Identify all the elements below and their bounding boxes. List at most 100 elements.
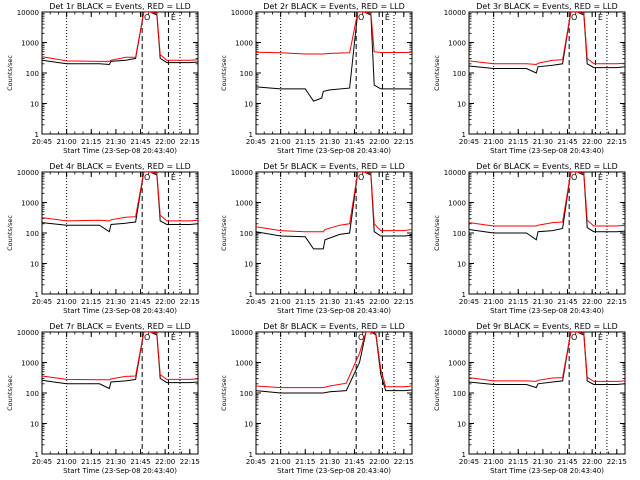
marker-e-label: E (598, 333, 603, 342)
x-tick-label: 21:15 (295, 138, 315, 146)
x-axis-label: Start Time (23-Sep-08 20:43:40) (63, 147, 177, 155)
x-tick-label: 21:45 (344, 138, 364, 146)
plot-frame (468, 331, 626, 455)
x-axis-label: Start Time (23-Sep-08 20:43:40) (277, 307, 391, 315)
y-tick-label: 1 (462, 451, 466, 459)
y-tick-label: 100 (26, 390, 39, 398)
x-axis-label: Start Time (23-Sep-08 20:43:40) (277, 467, 391, 475)
x-tick-label: 21:15 (508, 138, 528, 146)
y-tick-label: 10 (244, 101, 253, 109)
y-tick-label: 1000 (448, 200, 466, 208)
events-series-line (42, 12, 198, 66)
panel-title: Det 1r BLACK = Events, RED = LLD (49, 2, 191, 11)
events-series-line (256, 12, 412, 102)
marker-e-label: E (598, 13, 603, 22)
x-tick-label: 22:00 (155, 298, 175, 306)
panel-det-6: Det 6r BLACK = Events, RED = LLD 1 10 100 10… (433, 162, 627, 315)
y-tick-label: 1000 (21, 360, 39, 368)
panel-title: Det 3r BLACK = Events, RED = LLD (476, 2, 618, 11)
y-axis-label: Counts/sec (220, 55, 228, 91)
y-tick-label: 1 (35, 291, 39, 299)
x-axis-label: Start Time (23-Sep-08 20:43:40) (63, 467, 177, 475)
x-tick-label: 20:45 (459, 138, 479, 146)
marker-o-label: O (571, 13, 577, 22)
lld-series-line (469, 12, 625, 66)
marker-o-label: O (144, 333, 150, 342)
x-tick-label: 21:30 (106, 298, 126, 306)
x-tick-label: 20:45 (246, 138, 266, 146)
x-tick-label: 21:00 (57, 138, 77, 146)
x-tick-label: 21:45 (344, 298, 364, 306)
y-tick-label: 1 (462, 291, 466, 299)
y-axis-label: Counts/sec (6, 375, 14, 411)
x-tick-label: 22:00 (582, 138, 602, 146)
x-tick-label: 22:15 (394, 138, 414, 146)
x-tick-label: 21:45 (557, 298, 577, 306)
x-tick-label: 20:45 (246, 298, 266, 306)
x-tick-label: 22:15 (394, 298, 414, 306)
plot-frame (41, 331, 199, 455)
y-tick-label: 10 (244, 261, 253, 269)
events-series-line (256, 332, 412, 394)
y-tick-label: 100 (240, 70, 253, 78)
y-tick-label: 100 (453, 70, 466, 78)
x-tick-label: 21:00 (57, 298, 77, 306)
x-tick-label: 21:00 (484, 458, 504, 466)
x-tick-label: 21:30 (106, 458, 126, 466)
x-tick-label: 22:00 (369, 138, 389, 146)
y-tick-label: 1 (249, 291, 253, 299)
x-tick-label: 22:15 (180, 298, 200, 306)
x-tick-label: 21:30 (320, 298, 340, 306)
events-series-line (256, 172, 412, 250)
events-series-line (469, 12, 625, 74)
plot-frame (41, 171, 199, 295)
y-tick-label: 10000 (444, 169, 466, 177)
y-axis-label: Counts/sec (433, 375, 441, 411)
x-axis-label: Start Time (23-Sep-08 20:43:40) (490, 147, 604, 155)
x-tick-label: 22:15 (180, 458, 200, 466)
panel-det-2: Det 2r BLACK = Events, RED = LLD 1 10 100 10… (220, 2, 414, 155)
y-tick-label: 100 (26, 230, 39, 238)
x-tick-label: 22:00 (155, 138, 175, 146)
y-tick-label: 1 (35, 451, 39, 459)
x-tick-label: 21:00 (57, 458, 77, 466)
y-axis-label: Counts/sec (220, 215, 228, 251)
y-axis-label: Counts/sec (220, 375, 228, 411)
y-tick-label: 100 (240, 230, 253, 238)
lld-series-line (469, 172, 625, 227)
lld-series-line (42, 172, 198, 222)
x-tick-label: 21:00 (271, 298, 291, 306)
x-tick-label: 22:15 (607, 138, 627, 146)
y-tick-label: 10000 (231, 329, 253, 337)
marker-e-label: E (385, 333, 390, 342)
marker-o-label: O (358, 173, 364, 182)
x-tick-label: 21:30 (533, 138, 553, 146)
x-axis-label: Start Time (23-Sep-08 20:43:40) (277, 147, 391, 155)
y-tick-label: 10 (457, 101, 466, 109)
events-series-line (469, 172, 625, 241)
panel-det-3: Det 3r BLACK = Events, RED = LLD 1 10 100 10… (433, 2, 627, 155)
x-tick-label: 22:00 (582, 298, 602, 306)
panel-title: Det 5r BLACK = Events, RED = LLD (263, 162, 405, 171)
marker-e-label: E (598, 173, 603, 182)
panel-det-4: Det 4r BLACK = Events, RED = LLD 1 10 100 10… (6, 162, 200, 315)
x-tick-label: 21:15 (508, 458, 528, 466)
y-axis-label: Counts/sec (6, 215, 14, 251)
y-tick-label: 10000 (444, 329, 466, 337)
marker-e-label: E (385, 173, 390, 182)
lld-series-line (42, 332, 198, 381)
y-tick-label: 1000 (235, 360, 253, 368)
x-tick-label: 21:00 (484, 138, 504, 146)
x-tick-label: 21:30 (533, 298, 553, 306)
x-tick-label: 21:30 (106, 138, 126, 146)
y-tick-label: 100 (240, 390, 253, 398)
lld-series-line (42, 12, 198, 62)
x-tick-label: 22:00 (155, 458, 175, 466)
x-tick-label: 20:45 (32, 138, 52, 146)
x-axis-label: Start Time (23-Sep-08 20:43:40) (490, 467, 604, 475)
y-tick-label: 10 (30, 101, 39, 109)
x-tick-label: 21:15 (81, 138, 101, 146)
x-tick-label: 21:15 (508, 298, 528, 306)
